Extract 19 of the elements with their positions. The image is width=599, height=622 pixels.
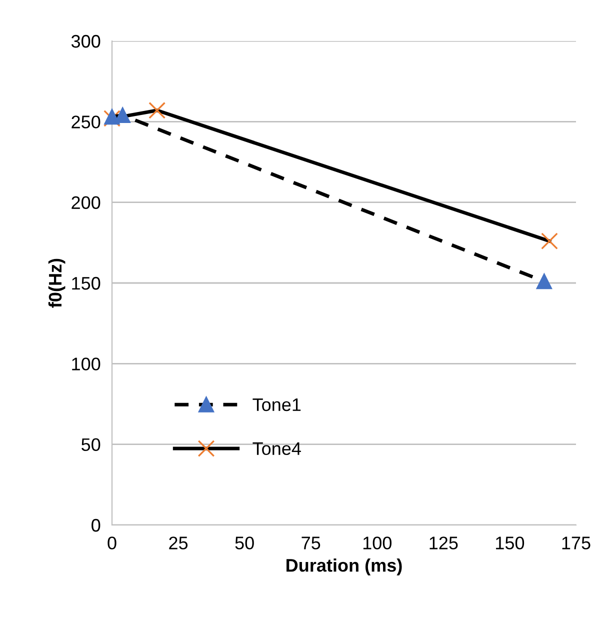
x-tick-label: 0 [108,536,116,550]
x-tick-label: 175 [562,536,590,550]
y-tick-label: 0 [92,518,100,532]
y-tick-label: 250 [72,116,100,128]
x-axis-title: Duration (ms) [286,558,402,576]
x-tick-label: 50 [235,536,254,550]
x-tick-label: 125 [430,536,458,550]
legend-label: Tone4 [252,442,301,456]
legend-label: Tone1 [252,398,301,412]
y-tick-label: 100 [72,358,100,370]
y-tick-label: 50 [82,438,100,452]
x-tick-label: 150 [496,536,524,550]
y-tick-label: 300 [71,34,100,48]
x-tick-label: 25 [169,536,188,550]
y-tick-label: 150 [72,276,100,290]
x-tick-label: 100 [363,536,392,550]
y-tick-label: 200 [72,196,100,210]
x-tick-label: 75 [302,536,320,550]
y-axis-title: f0(Hz) [48,258,66,308]
